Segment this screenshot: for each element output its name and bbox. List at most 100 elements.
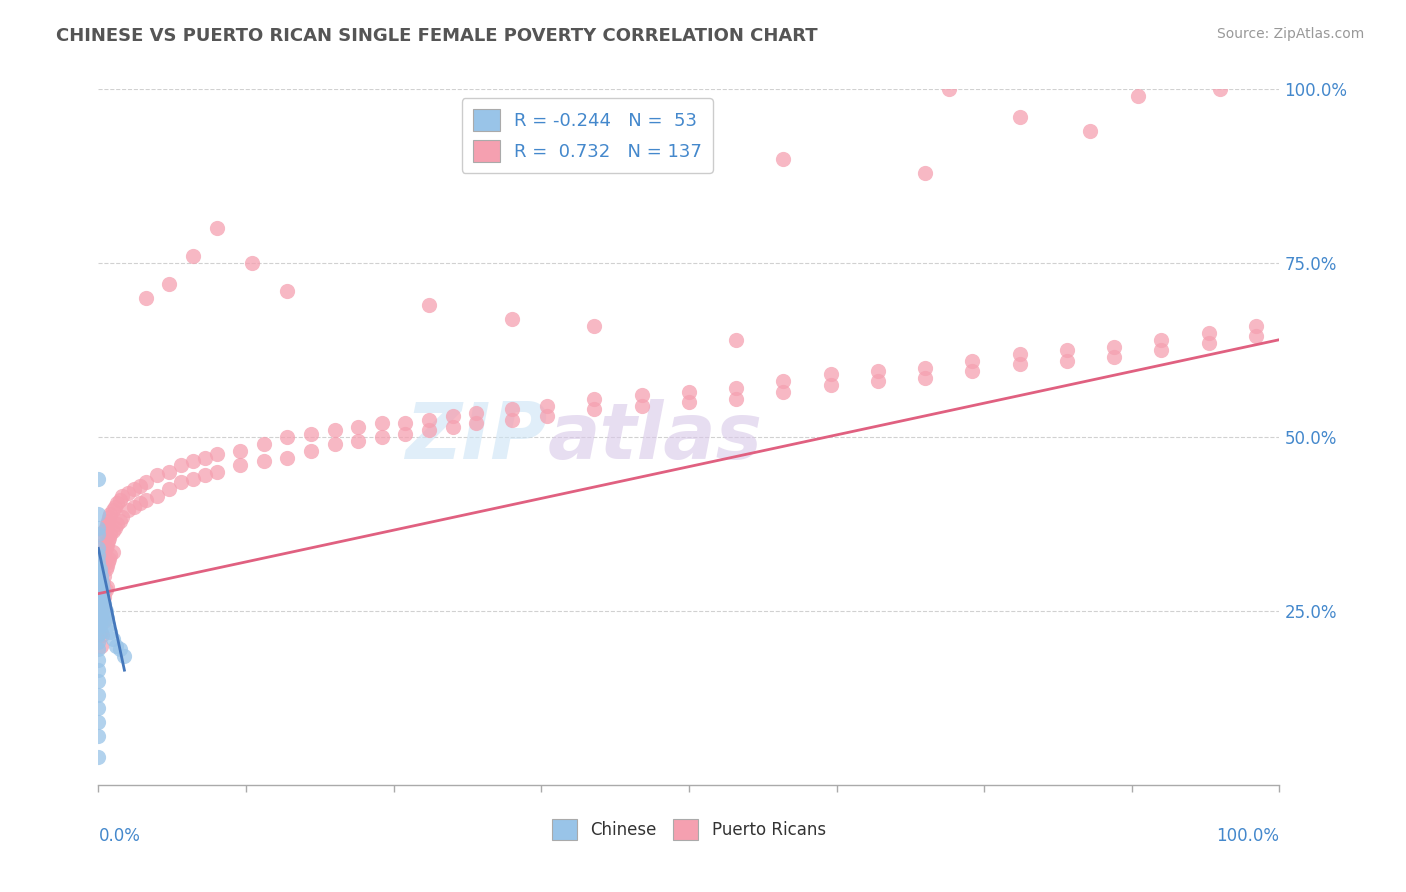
Point	[96, 538, 118, 552]
Point	[725, 392, 748, 406]
Point	[128, 496, 150, 510]
Point	[1150, 333, 1173, 347]
Point	[87, 715, 110, 730]
Point	[418, 423, 440, 437]
Point	[536, 399, 558, 413]
Point	[1102, 340, 1125, 354]
Point	[394, 426, 416, 441]
Point	[94, 541, 117, 556]
Point	[94, 583, 117, 598]
Point	[90, 615, 112, 629]
Point	[323, 423, 346, 437]
Point	[94, 520, 117, 534]
Point	[181, 454, 204, 468]
Point	[87, 573, 110, 587]
Point	[1198, 326, 1220, 340]
Point	[101, 503, 124, 517]
Point	[87, 663, 110, 677]
Point	[97, 534, 120, 549]
Point	[93, 590, 115, 604]
Text: atlas: atlas	[547, 399, 762, 475]
Point	[117, 485, 139, 500]
Point	[90, 583, 112, 598]
Point	[240, 256, 263, 270]
Point	[630, 399, 652, 413]
Point	[501, 402, 523, 417]
Point	[101, 524, 124, 538]
Point	[89, 624, 111, 639]
Point	[93, 611, 115, 625]
Point	[122, 500, 145, 514]
Point	[371, 430, 394, 444]
Point	[501, 412, 523, 426]
Point	[725, 333, 748, 347]
Point	[87, 562, 110, 576]
Point	[108, 492, 131, 507]
Point	[135, 475, 157, 490]
Text: 0.0%: 0.0%	[98, 827, 141, 845]
Point	[98, 527, 121, 541]
Point	[87, 621, 110, 635]
Point	[1056, 353, 1078, 368]
Point	[98, 531, 121, 545]
Point	[91, 583, 114, 598]
Point	[181, 472, 204, 486]
Point	[87, 555, 110, 569]
Point	[90, 593, 112, 607]
Point	[128, 479, 150, 493]
Point	[87, 527, 110, 541]
Point	[170, 475, 193, 490]
Point	[105, 516, 128, 531]
Point	[105, 639, 128, 653]
Point	[91, 597, 114, 611]
Point	[90, 545, 112, 559]
Point	[94, 562, 117, 576]
Point	[194, 468, 217, 483]
Point	[91, 531, 114, 545]
Point	[91, 628, 114, 642]
Point	[91, 604, 114, 618]
Point	[87, 653, 110, 667]
Point	[465, 406, 488, 420]
Point	[91, 576, 114, 591]
Point	[1244, 329, 1267, 343]
Point	[276, 450, 298, 465]
Point	[87, 628, 110, 642]
Text: 100.0%: 100.0%	[1216, 827, 1279, 845]
Point	[583, 402, 606, 417]
Point	[583, 392, 606, 406]
Point	[87, 580, 110, 594]
Point	[87, 673, 110, 688]
Point	[87, 566, 110, 580]
Point	[1056, 343, 1078, 357]
Point	[93, 569, 115, 583]
Point	[90, 639, 112, 653]
Point	[96, 580, 118, 594]
Point	[820, 378, 842, 392]
Text: ZIP: ZIP	[405, 399, 547, 475]
Point	[89, 600, 111, 615]
Y-axis label: Single Female Poverty: Single Female Poverty	[0, 352, 7, 522]
Point	[323, 437, 346, 451]
Legend: Chinese, Puerto Ricans: Chinese, Puerto Ricans	[546, 813, 832, 847]
Point	[135, 492, 157, 507]
Point	[90, 611, 112, 625]
Point	[111, 489, 134, 503]
Point	[253, 454, 276, 468]
Point	[394, 416, 416, 430]
Point	[536, 409, 558, 424]
Point	[90, 569, 112, 583]
Point	[97, 555, 120, 569]
Point	[181, 249, 204, 263]
Point	[111, 510, 134, 524]
Point	[962, 353, 984, 368]
Point	[1008, 357, 1031, 371]
Point	[170, 458, 193, 472]
Point	[87, 587, 110, 601]
Point	[87, 688, 110, 702]
Point	[725, 381, 748, 395]
Point	[91, 558, 114, 573]
Point	[1244, 318, 1267, 333]
Point	[157, 482, 180, 496]
Point	[89, 604, 111, 618]
